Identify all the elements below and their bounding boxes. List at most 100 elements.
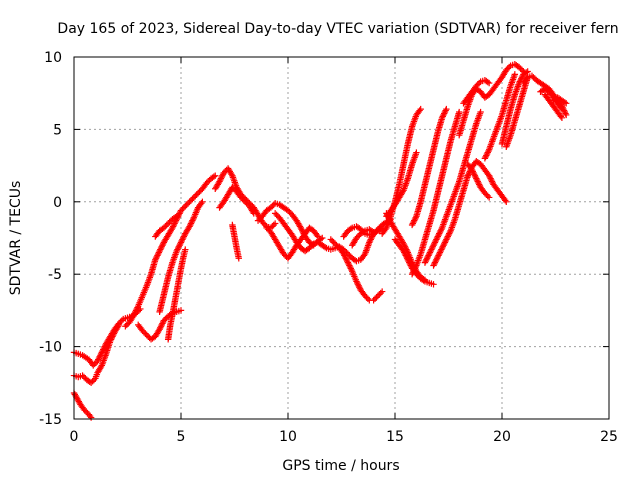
data-point [178, 237, 185, 245]
data-point [503, 66, 510, 74]
data-point [371, 295, 379, 303]
data-point [409, 220, 417, 227]
data-point [442, 237, 449, 245]
data-point [353, 278, 360, 285]
data-point [189, 217, 196, 224]
data-point [108, 334, 116, 342]
data-point [528, 72, 536, 80]
data-point [364, 295, 372, 303]
data-point [189, 215, 197, 223]
data-point [468, 166, 476, 174]
data-point [174, 246, 181, 253]
data-point [173, 213, 180, 220]
data-point [123, 321, 130, 329]
data-point [424, 253, 432, 261]
data-point [437, 227, 444, 234]
series-track [164, 246, 189, 343]
data-point [435, 252, 442, 259]
data-point [333, 242, 340, 249]
data-point [340, 250, 347, 258]
data-point [164, 220, 172, 227]
data-point [404, 256, 412, 263]
data-point [188, 218, 195, 226]
data-point [433, 236, 440, 243]
data-point [217, 175, 225, 182]
data-point [412, 214, 419, 221]
data-point [170, 221, 178, 229]
series-track [481, 71, 519, 162]
data-point [154, 252, 161, 259]
data-point [481, 155, 489, 162]
data-point [483, 152, 490, 159]
data-point [487, 175, 494, 182]
series-track [122, 172, 219, 330]
data-point [219, 172, 226, 179]
data-point [256, 215, 263, 223]
data-point [230, 185, 237, 192]
data-point [87, 414, 95, 421]
data-point [412, 263, 419, 271]
data-point [261, 221, 269, 229]
data-point [470, 171, 478, 178]
data-point [179, 234, 187, 242]
data-point [270, 201, 277, 208]
data-point [423, 256, 430, 263]
data-point [464, 172, 471, 179]
data-point [405, 257, 412, 265]
data-point [426, 249, 434, 256]
series-track [460, 76, 493, 107]
data-point [377, 289, 384, 297]
x-tick-label: 20 [493, 429, 511, 445]
data-point [242, 198, 249, 205]
data-point [445, 231, 452, 239]
data-point [297, 224, 305, 232]
y-tick-label: 5 [53, 122, 62, 138]
data-point [446, 230, 453, 237]
data-point [216, 178, 223, 185]
data-point [446, 229, 454, 236]
data-point [228, 171, 235, 178]
data-point [456, 108, 463, 116]
data-point [427, 247, 434, 255]
data-point [518, 74, 526, 81]
data-point [271, 210, 279, 217]
data-point [176, 242, 183, 249]
data-point [502, 197, 509, 204]
data-point [439, 243, 446, 250]
data-point [433, 256, 440, 263]
x-tick-label: 5 [177, 429, 186, 445]
data-point [562, 110, 569, 117]
data-point [107, 337, 114, 345]
data-point [437, 247, 444, 255]
data-point [431, 240, 438, 247]
data-point [250, 210, 257, 217]
data-point [530, 74, 537, 81]
data-point [314, 233, 322, 240]
series-track [156, 198, 206, 316]
data-point [114, 323, 122, 330]
data-point [483, 191, 490, 198]
data-point [465, 171, 472, 178]
data-point [561, 99, 568, 106]
data-point [441, 110, 448, 117]
data-point [187, 220, 195, 227]
data-point [417, 105, 424, 113]
series-track [550, 94, 570, 107]
data-point [347, 225, 354, 233]
data-point [153, 253, 160, 261]
data-point [346, 262, 353, 269]
data-point [378, 288, 386, 295]
data-point [176, 210, 183, 217]
data-point [473, 175, 480, 182]
data-point [80, 373, 88, 381]
y-tick-label: -15 [39, 412, 62, 428]
data-point [97, 363, 105, 371]
data-point [406, 259, 413, 266]
data-point [344, 257, 351, 265]
data-point [408, 221, 416, 229]
data-point [401, 249, 408, 256]
data-marks [70, 61, 570, 421]
data-point [366, 237, 374, 245]
data-point [264, 226, 272, 233]
data-point [438, 226, 445, 233]
